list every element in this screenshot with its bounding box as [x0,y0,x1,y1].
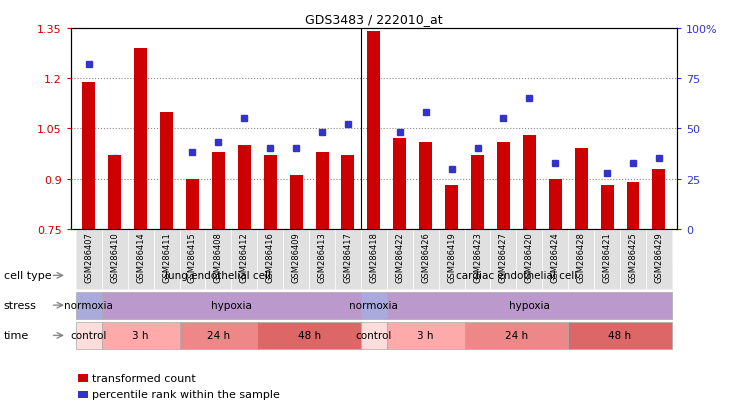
Text: control: control [71,330,107,341]
Text: stress: stress [4,300,36,311]
Text: 24 h: 24 h [207,330,230,341]
Text: control: control [356,330,392,341]
Text: lung endothelial cell: lung endothelial cell [165,271,272,281]
Bar [445,186,458,229]
Text: 3 h: 3 h [132,330,149,341]
Bar [134,49,147,229]
Bar [109,156,121,229]
Text: percentile rank within the sample: percentile rank within the sample [92,389,280,399]
Bar [600,186,614,229]
Bar [160,112,173,229]
Bar [315,152,329,229]
Bar [341,156,354,229]
Bar [212,152,225,229]
Text: 48 h: 48 h [298,330,321,341]
Bar [574,149,588,229]
Text: cell type: cell type [4,271,51,281]
Bar [523,136,536,229]
Bar [419,142,432,229]
Title: GDS3483 / 222010_at: GDS3483 / 222010_at [305,13,443,26]
Text: 48 h: 48 h [609,330,632,341]
Bar [83,82,95,229]
Text: hypoxia: hypoxia [509,300,550,311]
Bar [289,176,303,229]
Bar [394,139,406,229]
Text: cardiac endothelial cell: cardiac endothelial cell [456,271,577,281]
Text: 3 h: 3 h [417,330,434,341]
Text: 24 h: 24 h [505,330,528,341]
Bar [497,142,510,229]
Bar [549,179,562,229]
Bar [186,179,199,229]
Bar [263,156,277,229]
Text: transformed count: transformed count [92,373,195,383]
Text: time: time [4,330,29,341]
Bar [238,146,251,229]
Text: hypoxia: hypoxia [211,300,251,311]
Bar [626,183,639,229]
Text: normoxia: normoxia [350,300,398,311]
Bar [368,32,380,229]
Bar [471,156,484,229]
Bar [652,169,665,229]
Text: normoxia: normoxia [65,300,113,311]
